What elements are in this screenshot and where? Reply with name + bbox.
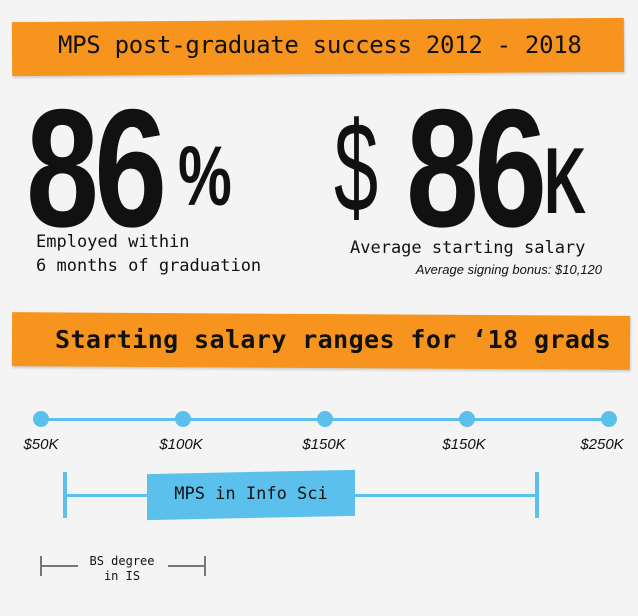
axis-dot <box>175 411 191 427</box>
bs-range-line-left <box>40 565 78 567</box>
salary-label: Average starting salary <box>350 238 586 258</box>
employment-label-line1: Employed within <box>36 232 190 252</box>
axis-dot <box>33 411 49 427</box>
salary-number: 86 <box>406 74 547 262</box>
mps-range-label: MPS in Info Sci <box>174 484 328 504</box>
employment-rate-number: 86 <box>26 74 167 262</box>
employment-rate-unit: % <box>178 129 232 223</box>
salary-unit: K <box>544 128 587 233</box>
axis-tick-label: $150K <box>442 436 486 453</box>
axis-dot <box>317 411 333 427</box>
axis-tick-label: $250K <box>580 436 624 453</box>
salary-currency: $ <box>334 96 379 239</box>
axis-tick-label: $50K <box>23 436 59 453</box>
bs-range-start-cap <box>40 556 42 576</box>
axis-dot <box>459 411 475 427</box>
mps-range-start-cap <box>63 472 67 518</box>
axis-tick-label: $100K <box>159 436 203 453</box>
bs-range-label-line2: in IS <box>103 569 141 583</box>
ranges-title: Starting salary ranges for ‘18 grads <box>55 325 612 354</box>
axis-tick-label: $150K <box>302 436 346 453</box>
bs-range-label: BS degree in IS <box>76 554 168 584</box>
bs-range-end-cap <box>204 556 206 576</box>
bs-range-line-right <box>168 565 206 567</box>
bs-range-label-line1: BS degree <box>89 554 155 568</box>
page-title: MPS post-graduate success 2012 - 2018 <box>58 31 582 59</box>
mps-range-end-cap <box>535 472 539 518</box>
axis-dot <box>601 411 617 427</box>
employment-label: Employed within 6 months of graduation <box>36 230 261 278</box>
employment-label-line2: 6 months of graduation <box>36 256 262 276</box>
signing-bonus-label: Average signing bonus: $10,120 <box>415 262 602 277</box>
